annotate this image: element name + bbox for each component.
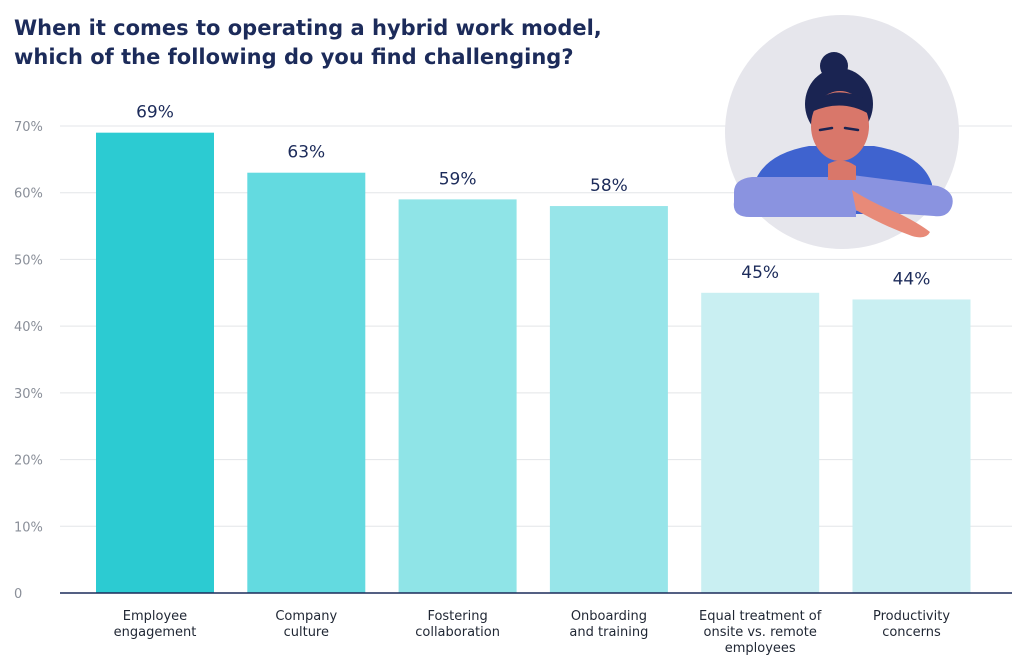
x-tick-label: Fostering collaboration — [415, 609, 500, 640]
x-tick-label-line: Company — [275, 609, 337, 624]
bar — [247, 172, 366, 593]
x-axis-category-labels: Employee engagement Company culture Fosterin… — [114, 609, 951, 656]
value-label: 45% — [741, 263, 779, 283]
x-tick-label-line: Fostering — [427, 609, 487, 624]
y-tick-label: 60% — [14, 187, 43, 202]
x-tick-label-line: employees — [725, 641, 796, 656]
x-tick-label-line: Employee — [123, 609, 187, 624]
x-tick-label-line: Onboarding — [571, 609, 647, 624]
x-tick-label-line: Productivity — [873, 609, 950, 624]
x-tick-label-line: engagement — [114, 625, 197, 640]
value-label: 69% — [136, 103, 174, 123]
woman-eye-left-icon — [818, 126, 834, 132]
x-tick-label: Company culture — [275, 609, 337, 640]
y-axis-tick-labels: 0 10% 20% 30% 40% 50% 60% 70% — [14, 120, 43, 602]
woman-face-icon — [811, 91, 869, 161]
woman-hair-bun-icon — [820, 52, 848, 80]
chart-title: When it comes to operating a hybrid work… — [14, 14, 654, 72]
bar — [852, 299, 971, 593]
y-tick-label: 40% — [14, 320, 43, 335]
x-tick-label: Onboarding and training — [569, 609, 648, 640]
y-tick-label: 10% — [14, 520, 43, 535]
value-label: 63% — [287, 143, 325, 163]
x-tick-label-line: and training — [569, 625, 648, 640]
bar — [96, 132, 214, 593]
woman-chin-hand-icon — [828, 160, 856, 180]
woman-hand-icon — [852, 190, 930, 238]
y-tick-label: 50% — [14, 253, 43, 268]
bar — [398, 199, 517, 593]
bars — [96, 132, 971, 594]
bar — [549, 206, 668, 594]
woman-eye-right-icon — [843, 126, 860, 132]
value-label: 58% — [590, 176, 628, 196]
bar — [701, 292, 820, 593]
x-tick-label-line: culture — [284, 625, 329, 640]
x-tick-label-line: concerns — [882, 625, 941, 640]
title-line-2: which of the following do you find chall… — [14, 45, 574, 69]
y-tick-label: 70% — [14, 120, 43, 135]
y-tick-label: 0 — [14, 587, 22, 602]
title-line-1: When it comes to operating a hybrid work… — [14, 16, 602, 40]
woman-arm-left-icon — [733, 177, 856, 217]
x-tick-label: Employee engagement — [114, 609, 197, 640]
x-tick-label: Equal treatment of onsite vs. remote emplo… — [699, 609, 822, 656]
x-tick-label-line: collaboration — [415, 625, 500, 640]
x-tick-label-line: Equal treatment of — [699, 609, 822, 624]
thinking-woman-illustration — [725, 15, 959, 249]
y-tick-label: 20% — [14, 454, 43, 469]
woman-fringe-icon — [811, 92, 869, 114]
value-label: 44% — [893, 269, 931, 289]
y-tick-label: 30% — [14, 387, 43, 402]
x-tick-label: Productivity concerns — [873, 609, 950, 640]
x-tick-label-line: onsite vs. remote — [704, 625, 817, 640]
value-label: 59% — [439, 169, 477, 189]
value-labels: 69% 63% 59% 58% 45% 44% — [136, 103, 930, 290]
